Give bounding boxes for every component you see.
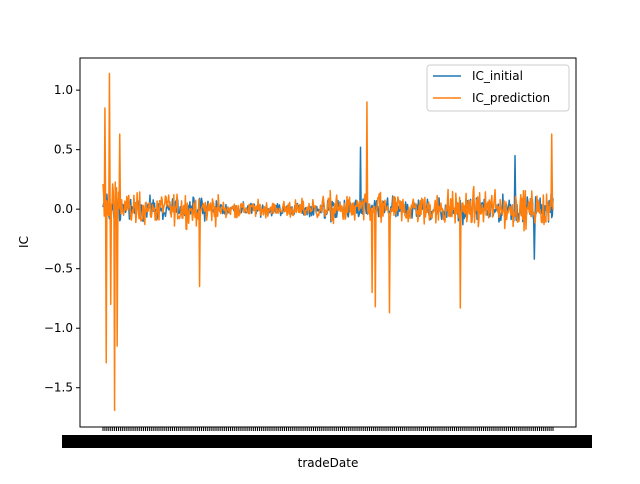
y-tick-label: 0.0 — [54, 202, 73, 216]
x-tick-labels-band — [62, 435, 592, 448]
x-axis-label: tradeDate — [298, 456, 359, 470]
series-layer — [102, 72, 554, 412]
x-tick-marks — [102, 427, 554, 431]
y-tick-label: −0.5 — [44, 262, 73, 276]
series-line-ic-prediction — [102, 72, 554, 412]
y-axis-label: IC — [17, 236, 31, 248]
legend: IC_initial IC_prediction — [426, 64, 570, 112]
legend-label-ic-prediction: IC_prediction — [472, 91, 550, 105]
plot-frame — [79, 57, 577, 428]
legend-box — [426, 64, 570, 112]
y-tick-label: −1.0 — [44, 321, 73, 335]
y-tick-label: 0.5 — [54, 143, 73, 157]
x-axis — [62, 427, 592, 448]
y-tick-label: −1.5 — [44, 381, 73, 395]
legend-label-ic-initial: IC_initial — [472, 69, 523, 83]
y-axis: −1.5 −1.0 −0.5 0.0 0.5 1.0 — [44, 83, 80, 395]
y-tick-label: 1.0 — [54, 83, 73, 97]
